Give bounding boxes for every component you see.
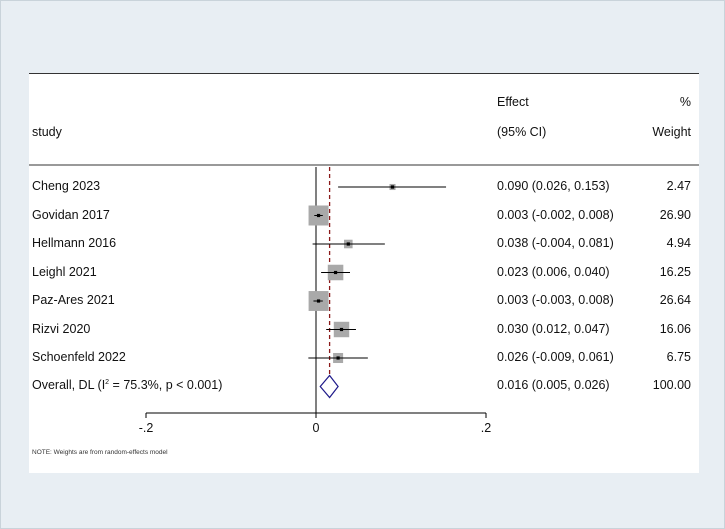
study-weight: 6.75: [666, 350, 691, 364]
plot-panel: Effect (95% CI) % Weight study Cheng 202…: [29, 73, 699, 473]
study-ci: 0.003 (-0.002, 0.008): [497, 208, 614, 222]
study-weight: 16.06: [659, 322, 691, 336]
x-axis-tick-label: -.2: [139, 421, 154, 435]
study-point: [333, 270, 338, 275]
overall-weight: 100.00: [652, 378, 691, 392]
study-label: Rizvi 2020: [32, 322, 91, 336]
study-ci: 0.026 (-0.009, 0.061): [497, 350, 614, 364]
study-point: [316, 299, 321, 303]
x-axis-tick-label: 0: [313, 421, 320, 435]
study-ci: 0.090 (0.026, 0.153): [497, 179, 610, 193]
header-study: study: [32, 125, 62, 139]
header-pct: %: [679, 95, 691, 109]
study-weight: 16.25: [659, 265, 691, 279]
study-point: [346, 242, 350, 246]
study-label: Paz-Ares 2021: [32, 293, 115, 307]
overall-ci: 0.016 (0.005, 0.026): [497, 378, 610, 392]
study-point: [339, 327, 344, 332]
study-weight: 2.47: [666, 179, 691, 193]
study-point: [390, 185, 395, 189]
study-ci: 0.023 (0.006, 0.040): [497, 265, 610, 279]
study-weight: 26.90: [659, 208, 691, 222]
study-point: [316, 213, 321, 218]
overall-label: Overall, DL (I2 = 75.3%, p < 0.001): [32, 378, 223, 392]
study-point: [336, 356, 340, 360]
study-weight: 26.64: [659, 293, 691, 307]
x-axis-tick-label: .2: [481, 421, 491, 435]
study-label: Schoenfeld 2022: [32, 350, 126, 364]
study-ci: 0.030 (0.012, 0.047): [497, 322, 610, 336]
study-ci: 0.003 (-0.003, 0.008): [497, 293, 614, 307]
footnote: NOTE: Weights are from random-effects mo…: [32, 449, 168, 456]
study-label: Leighl 2021: [32, 265, 97, 279]
study-weight: 4.94: [666, 236, 691, 250]
header-effect: Effect: [497, 95, 529, 109]
header-weight: Weight: [652, 125, 691, 139]
study-label: Hellmann 2016: [32, 236, 117, 250]
header-ci: (95% CI): [497, 125, 547, 139]
overall-diamond: [319, 374, 339, 399]
study-label: Cheng 2023: [32, 179, 101, 193]
study-ci: 0.038 (-0.004, 0.081): [497, 236, 614, 250]
forest-plot-svg: -.2 0 .2: [29, 73, 699, 435]
study-label: Govidan 2017: [32, 208, 110, 222]
